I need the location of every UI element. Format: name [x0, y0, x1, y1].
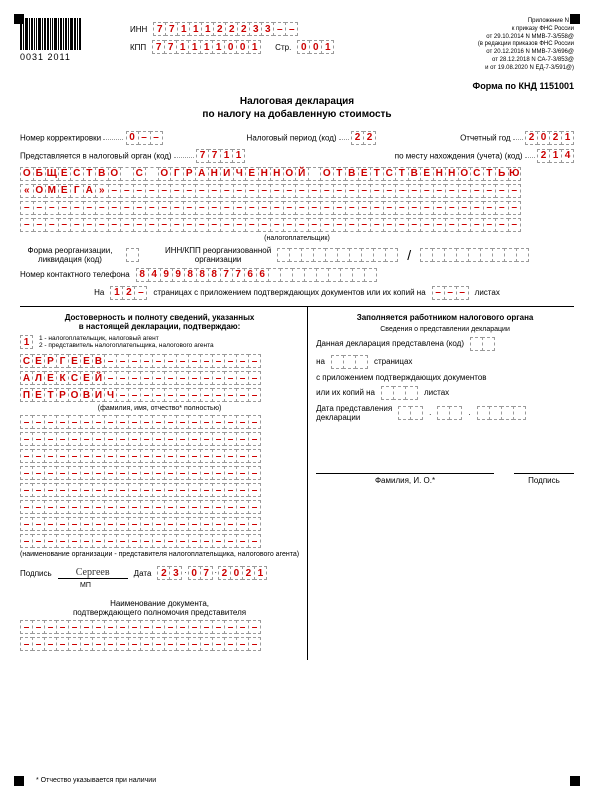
left-title: Достоверность и полноту сведений, указан…: [20, 313, 299, 331]
barcode-text: 0031 2011: [20, 52, 100, 62]
signature: Сергеев: [58, 567, 128, 579]
kpp-label: КПП: [130, 43, 146, 52]
page-label: Стр.: [275, 43, 291, 52]
reorg-code-cell: [126, 248, 139, 262]
auth-cells: 7711: [196, 149, 245, 163]
fio-rows: СЕРГЕЕВ–––––––––––––АЛЕКСЕЙ–––––––––––––…: [20, 354, 299, 402]
period-cells: 22: [351, 131, 376, 145]
year-cells: 2021: [525, 131, 574, 145]
right-title: Заполняется работником налогового органа: [316, 313, 574, 322]
page-cells: 001: [297, 40, 334, 54]
fio-label: (фамилия, имя, отчество* полностью): [20, 405, 299, 412]
corr-cells: 0––: [126, 131, 163, 145]
year-label: Отчетный год: [460, 133, 510, 142]
reorg-inn-cells: [277, 248, 398, 262]
period-label: Налоговый период (код): [247, 133, 337, 142]
attach-pages-cells: –––: [432, 286, 469, 300]
inn-label: ИНН: [130, 25, 147, 34]
auth-label: Представляется в налоговый орган (код): [20, 151, 172, 160]
phone-label: Номер контактного телефона: [20, 270, 130, 279]
doc-rows: ––––––––––––––––––––––––––––––––––––––––: [20, 620, 299, 651]
header: 0031 2011 ИНН 7711122233–– КПП 771111001…: [20, 18, 574, 73]
doc-title: Наименование документа,подтверждающего п…: [20, 599, 299, 617]
phone-cells: 84998887766: [136, 268, 377, 282]
mp-label: МП: [80, 582, 299, 589]
org-label: (наименование организации - представител…: [20, 551, 299, 558]
corr-label: Номер корректировки: [20, 133, 101, 142]
taxpayer-name-rows: ОБЩЕСТВОСОГРАНИЧЕННОЙОТВЕТСТВЕННОСТЬЮ«ОМ…: [20, 167, 574, 232]
confirmer-note: 1 - налогоплательщик, налоговый агент2 -…: [39, 335, 214, 351]
sig-label: Подпись: [20, 569, 52, 578]
loc-label: по месту нахождения (учета) (код): [395, 151, 523, 160]
kpp-cells: 771111001: [152, 40, 261, 54]
code-labels: ИНН 7711122233–– КПП 771111001 Стр. 001: [130, 18, 334, 57]
form-title: Налоговая декларация по налогу на добавл…: [20, 95, 574, 121]
form-code: Форма по КНД 1151001: [20, 81, 574, 91]
org-rows: ––––––––––––––––––––––––––––––––––––––––…: [20, 415, 299, 548]
reorg-kpp-cells: [420, 248, 529, 262]
barcode: 0031 2011: [20, 18, 100, 62]
left-column: Достоверность и полноту сведений, указан…: [20, 306, 308, 661]
loc-cells: 214: [537, 149, 574, 163]
taxpayer-label: (налогоплательщик): [20, 235, 574, 242]
right-subtitle: Сведения о представлении декларации: [316, 326, 574, 333]
tax-form-page: 0031 2011 ИНН 7711122233–– КПП 771111001…: [0, 0, 594, 678]
right-column: Заполняется работником налогового органа…: [308, 306, 574, 661]
footnote: * Отчество указывается при наличии: [36, 777, 156, 784]
date-label: Дата: [134, 569, 152, 578]
confirmer-code: 1: [20, 335, 33, 349]
inn-cells: 7711122233––: [153, 22, 298, 36]
appendix-text: Приложение N 1к приказу ФНС Россииот 29.…: [478, 18, 574, 73]
date-cells: 23.07.2021: [157, 566, 266, 580]
pages-cells: 12–: [110, 286, 147, 300]
